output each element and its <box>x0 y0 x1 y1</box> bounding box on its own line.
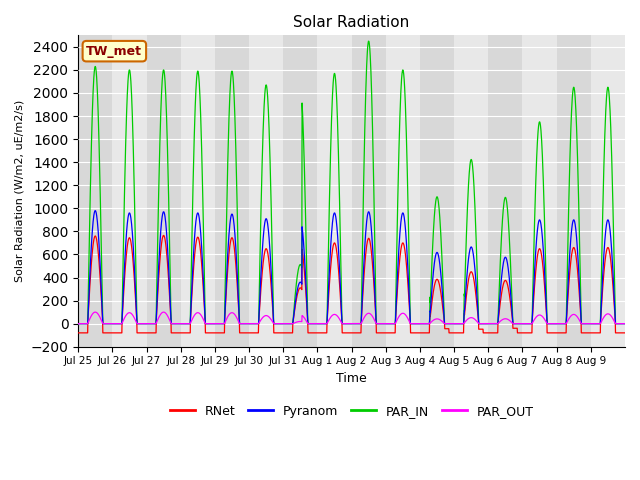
Legend: RNet, Pyranom, PAR_IN, PAR_OUT: RNet, Pyranom, PAR_IN, PAR_OUT <box>164 400 538 423</box>
Y-axis label: Solar Radiation (W/m2, uE/m2/s): Solar Radiation (W/m2, uE/m2/s) <box>15 100 25 282</box>
Bar <box>420 36 454 347</box>
Text: TW_met: TW_met <box>86 45 142 58</box>
Title: Solar Radiation: Solar Radiation <box>294 15 410 30</box>
Bar <box>180 36 215 347</box>
Bar <box>488 36 522 347</box>
X-axis label: Time: Time <box>336 372 367 385</box>
Bar <box>147 36 180 347</box>
Bar <box>386 36 420 347</box>
Bar <box>522 36 557 347</box>
Bar <box>249 36 284 347</box>
Bar <box>591 36 625 347</box>
Bar <box>113 36 147 347</box>
Bar <box>78 36 113 347</box>
Bar <box>317 36 351 347</box>
Bar <box>351 36 386 347</box>
Bar <box>557 36 591 347</box>
Bar <box>215 36 249 347</box>
Bar <box>454 36 488 347</box>
Bar <box>284 36 317 347</box>
